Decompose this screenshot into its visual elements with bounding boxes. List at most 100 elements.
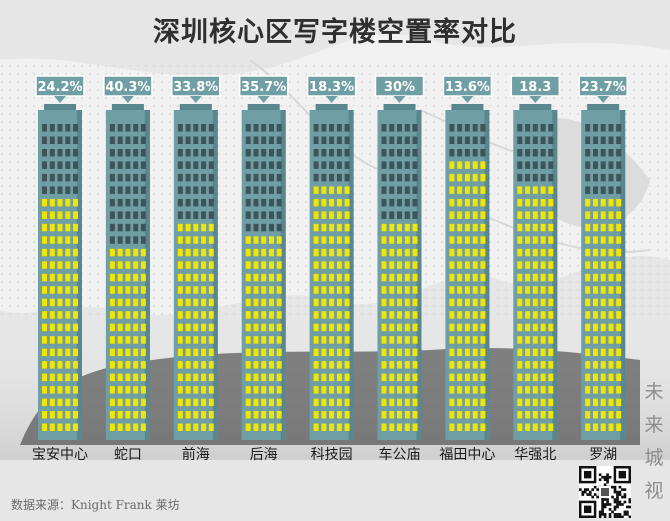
window xyxy=(253,361,259,369)
window xyxy=(208,261,214,269)
window xyxy=(42,373,47,382)
window xyxy=(185,273,191,282)
window xyxy=(49,411,55,419)
window xyxy=(540,136,546,144)
window xyxy=(208,348,214,357)
window xyxy=(449,248,455,257)
window xyxy=(269,149,274,157)
window xyxy=(608,198,614,207)
window xyxy=(276,286,282,294)
window xyxy=(412,236,418,244)
window xyxy=(585,236,591,244)
window xyxy=(140,261,146,269)
window xyxy=(125,149,131,157)
window xyxy=(336,248,342,257)
window xyxy=(585,373,591,382)
window xyxy=(412,149,418,157)
value-label: 24.2% xyxy=(35,75,85,103)
window xyxy=(548,161,554,169)
window xyxy=(457,198,463,207)
window xyxy=(321,423,327,431)
window xyxy=(201,211,207,219)
window xyxy=(49,398,55,407)
window xyxy=(42,336,47,344)
window xyxy=(193,186,199,194)
window xyxy=(65,236,71,244)
window xyxy=(185,286,191,294)
window xyxy=(208,236,214,244)
window xyxy=(313,386,319,394)
window xyxy=(140,248,146,257)
window xyxy=(276,261,282,269)
window xyxy=(313,423,319,431)
window xyxy=(480,273,486,282)
window xyxy=(57,386,63,394)
window xyxy=(608,423,614,431)
window xyxy=(329,136,335,144)
window xyxy=(177,124,183,132)
window xyxy=(57,311,63,319)
category-label: 前海 xyxy=(182,446,210,463)
window xyxy=(201,136,207,144)
window xyxy=(480,323,486,332)
tower-roof xyxy=(247,104,280,112)
window xyxy=(253,124,259,132)
window xyxy=(177,211,183,219)
window xyxy=(253,161,259,169)
window xyxy=(177,348,183,357)
window xyxy=(472,348,478,357)
window xyxy=(404,323,410,332)
window xyxy=(208,223,214,232)
window xyxy=(261,124,267,132)
window xyxy=(177,423,183,431)
window xyxy=(480,311,486,319)
window xyxy=(472,298,478,307)
window xyxy=(517,323,523,332)
category-label: 华强北 xyxy=(514,447,556,463)
window xyxy=(276,336,282,344)
window xyxy=(261,223,267,232)
watermark-char: 未 xyxy=(644,381,664,403)
window xyxy=(313,223,319,232)
window xyxy=(193,261,199,269)
window xyxy=(42,286,47,294)
window xyxy=(344,311,350,319)
window xyxy=(608,286,614,294)
window xyxy=(42,211,47,219)
window xyxy=(193,286,199,294)
window xyxy=(253,348,259,357)
window xyxy=(525,373,531,382)
window xyxy=(593,386,598,394)
window xyxy=(412,373,418,382)
tower-edge xyxy=(416,110,422,440)
window xyxy=(117,348,123,357)
window xyxy=(133,336,139,344)
window xyxy=(464,161,470,169)
window xyxy=(49,149,55,157)
window xyxy=(532,273,538,282)
window xyxy=(464,423,470,431)
window xyxy=(208,149,214,157)
window xyxy=(457,173,463,182)
tower-edge xyxy=(212,110,218,440)
window xyxy=(336,423,342,431)
window xyxy=(185,236,191,244)
window xyxy=(253,173,259,182)
window xyxy=(381,173,387,182)
window xyxy=(65,261,71,269)
window xyxy=(457,149,463,157)
window xyxy=(208,186,214,194)
window xyxy=(525,286,531,294)
window xyxy=(109,136,115,144)
window xyxy=(261,361,267,369)
window xyxy=(313,186,319,194)
window xyxy=(321,261,327,269)
window xyxy=(600,298,606,307)
window xyxy=(65,124,71,132)
window xyxy=(269,286,274,294)
window xyxy=(140,386,146,394)
window xyxy=(57,149,63,157)
window xyxy=(412,298,418,307)
window xyxy=(464,248,470,257)
window xyxy=(208,323,214,332)
